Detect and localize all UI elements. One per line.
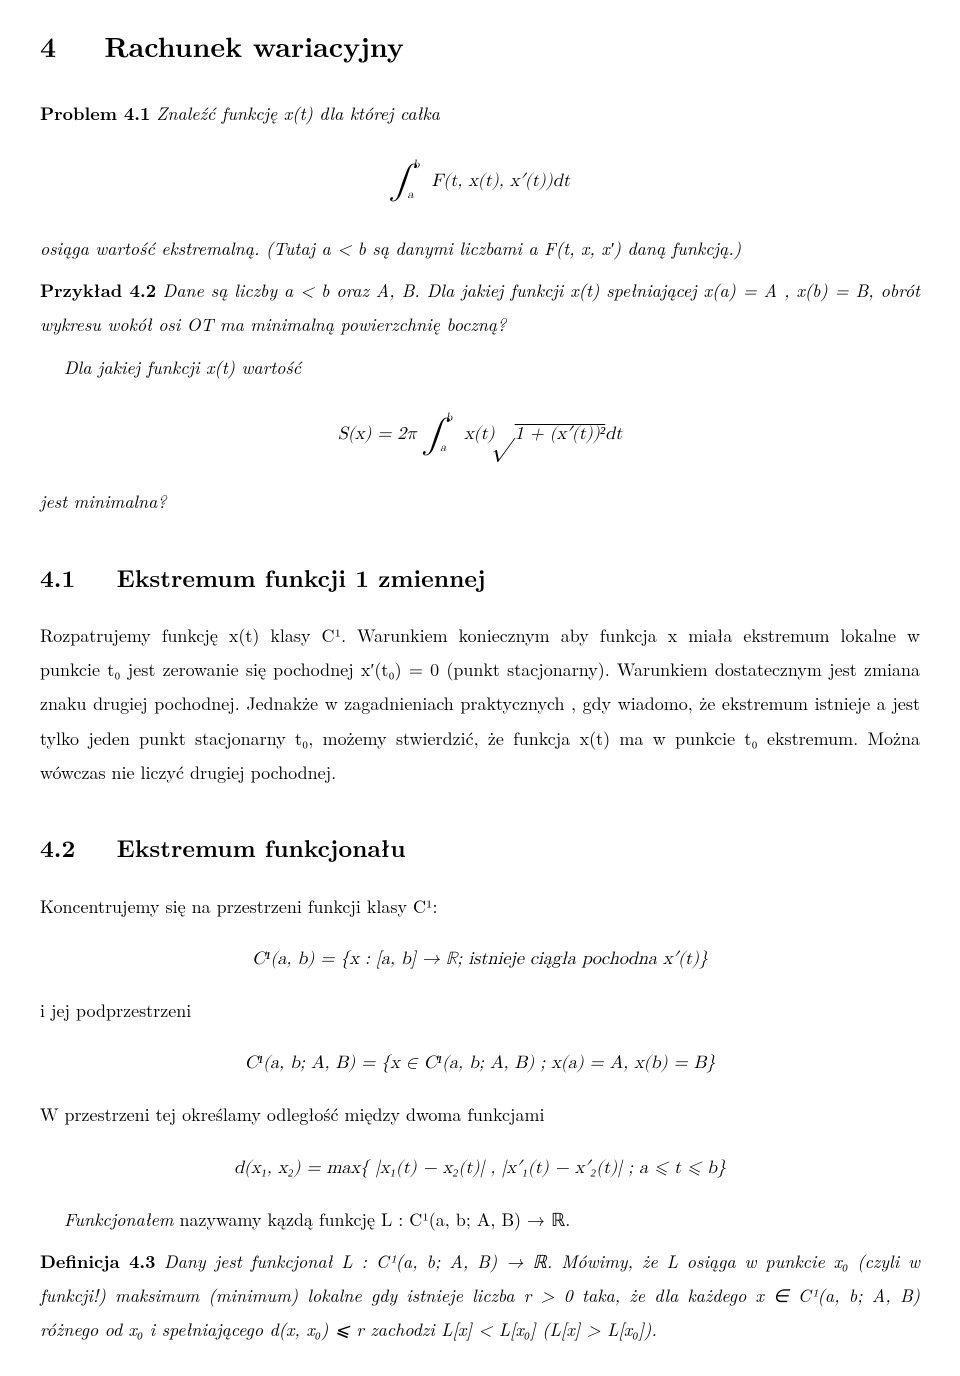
section-title: Rachunek wariacyjny	[104, 26, 404, 66]
section-number: 4	[40, 26, 56, 66]
sec42-p2: i jej podprzestrzeni	[40, 994, 920, 1028]
subsection-number-42: 4.2	[40, 831, 75, 865]
definition-body: Dany jest funkcjonał L : C¹(a, b; A, B) …	[40, 1249, 920, 1342]
sec42-p1: Koncentrujemy się na przestrzeni funkcji…	[40, 890, 920, 924]
subsection-title: Ekstremum funkcji 1 zmiennej	[117, 561, 486, 595]
sqrt-icon: √	[495, 420, 515, 444]
problem-line: Problem 4.1 Znaleźć funkcję x(t) dla któ…	[40, 97, 920, 131]
example-line3: jest minimalna?	[40, 485, 920, 519]
integral-upper: b	[413, 159, 420, 171]
sqrt-body: 1 + (x′(t))²	[515, 425, 605, 443]
problem-label: Problem 4.1	[40, 101, 150, 126]
integral-upper-2: b	[445, 412, 452, 424]
problem-lead: Znaleźć funkcję x(t) dla której całka	[156, 101, 439, 126]
subsection-title-42: Ekstremum funkcjonału	[117, 831, 406, 865]
subsection-41-heading: 4.1 Ekstremum funkcji 1 zmiennej	[40, 556, 920, 602]
section-heading: 4 Rachunek wariacyjny	[40, 20, 920, 73]
example-line2: Dla jakiej funkcji x(t) wartość	[64, 351, 920, 385]
equation-4: C¹(a, b; A, B) = {x ∈ C¹(a, b; A, B) ; x…	[40, 1046, 920, 1080]
integral-sign: ∫	[390, 149, 413, 214]
integrand: F(t, x(t), x′(t))dt	[431, 172, 569, 190]
equation-1: ∫b a F(t, x(t), x′(t))dt	[40, 149, 920, 214]
integral-lower-2: a	[440, 442, 446, 454]
definition-label: Definicja 4.3	[40, 1249, 156, 1274]
example-text1: Dane są liczby a < b oraz A, B. Dla jaki…	[40, 278, 920, 337]
eq2-mid: x(t)	[464, 425, 495, 443]
integral-lower: a	[407, 189, 413, 201]
subsection-number: 4.1	[40, 561, 75, 595]
eq2-dt: dt	[605, 425, 622, 443]
example-label: Przykład 4.2	[40, 278, 156, 303]
sec41-paragraph: Rozpatrujemy funkcję x(t) klasy C¹. Waru…	[40, 619, 920, 790]
equation-3: C¹(a, b) = {x : [a, b] → ℝ; istnieje cią…	[40, 942, 920, 976]
functional-rest: nazywamy kązdą funkcję L : C¹(a, b; A, B…	[174, 1207, 571, 1232]
example-line1: Przykład 4.2 Dane są liczby a < b oraz A…	[40, 274, 920, 342]
integral-sign-2: ∫	[423, 403, 446, 468]
problem-tail: osiąga wartość ekstremalną. (Tutaj a < b…	[40, 232, 920, 266]
subsection-42-heading: 4.2 Ekstremum funkcjonału	[40, 826, 920, 872]
definition-line: Definicja 4.3 Dany jest funkcjonał L : C…	[40, 1245, 920, 1348]
sec42-p3: W przestrzeni tej określamy odległość mi…	[40, 1098, 920, 1132]
eq2-lhs: S(x) = 2π	[338, 425, 417, 443]
functional-word: Funkcjonałem	[64, 1207, 174, 1232]
sec42-p4: Funkcjonałem nazywamy kązdą funkcję L : …	[64, 1203, 920, 1237]
equation-5: d(x₁, x₂) = max{ |x₁(t) − x₂(t)| , |x′₁(…	[40, 1151, 920, 1185]
equation-2: S(x) = 2π ∫b a x(t)√1 + (x′(t))²dt	[40, 403, 920, 468]
